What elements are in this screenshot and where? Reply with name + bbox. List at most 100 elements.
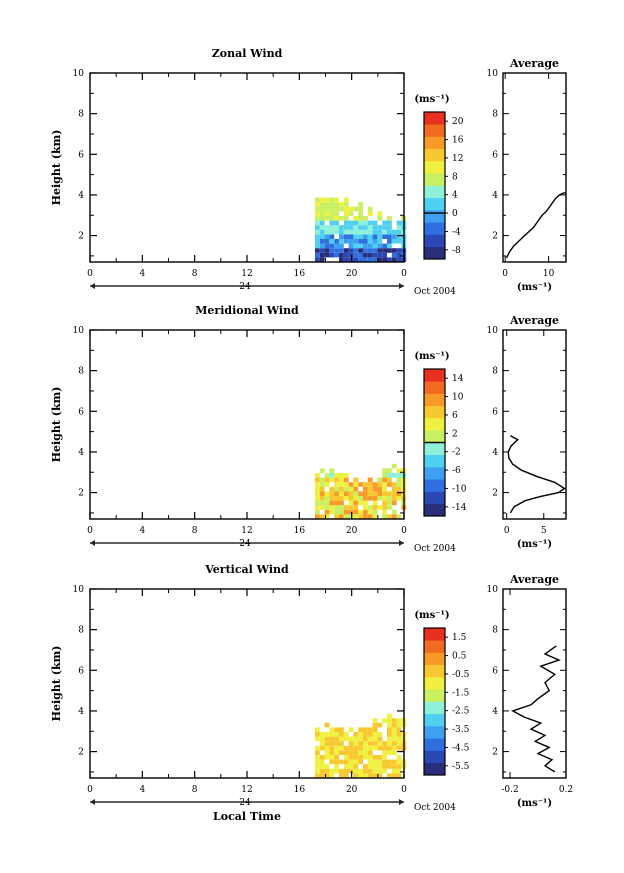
field-cell [315,239,320,244]
colorbar-tick-label: 1.5 [452,633,467,643]
field-cell [319,211,325,216]
field-cell [329,248,335,253]
profile-y-tick-label: 4 [492,707,498,717]
field-cell [363,257,368,262]
colorbar-swatch [424,405,445,419]
y-axis-label: Height (km) [50,130,63,206]
field-cell [315,732,320,737]
field-cell [329,500,335,506]
field-cell [339,759,344,765]
field-cell [387,225,392,230]
field-cell [382,755,387,760]
field-cell [324,211,330,216]
colorbar-unit: (ms⁻¹) [414,94,449,105]
field-cell [363,755,368,760]
profile-x-tick-label: 5 [541,526,547,536]
field-cell [353,741,359,746]
field-cell [391,496,397,501]
field-cell [348,741,354,746]
profile-unit: (ms⁻¹) [517,539,552,550]
field-cell [367,496,373,501]
field-cell [377,505,383,510]
colorbar-tick-label: -4 [452,227,461,237]
field-cell [324,509,330,515]
colorbar-swatch [424,491,445,505]
profile-line [507,435,566,514]
field-cell [339,206,344,212]
field-cell [334,252,339,258]
field-cell [324,768,330,774]
field-cell [396,468,402,473]
profile-y-tick-label: 10 [487,69,499,79]
field-cell [339,234,344,239]
colorbar-swatch [424,222,445,235]
field-cell [339,243,344,249]
field-cell [367,491,373,496]
field-cell [329,473,335,478]
field-cell [353,764,359,769]
field-cell [377,722,383,728]
field-cell [315,759,320,765]
field-cell [367,768,373,774]
field-cell [319,248,325,253]
field-cell [363,764,368,769]
field-cell [382,243,387,249]
field-cell [319,773,325,778]
colorbar-tick-label: -2 [452,448,461,458]
field-cell [319,741,325,746]
colorbar-tick-label: 12 [452,154,463,164]
field-cell [334,514,339,519]
field-cell [372,243,378,249]
field-cell [387,239,392,244]
field-cell [382,764,387,769]
field-cell [315,491,320,496]
field-cell [391,768,397,774]
field-cell [372,736,378,742]
field-cell [343,211,349,216]
field-cell [343,225,349,230]
field-cell [387,220,392,226]
field-cell [348,759,354,765]
field-cell [358,727,363,732]
colorbar-swatch [424,210,445,223]
field-cell [353,257,359,262]
field-cell [315,197,320,203]
field-cell [348,750,354,755]
field-cell [372,220,378,226]
x-tick-label: 0 [401,526,407,536]
field-cell [377,234,383,239]
date-tick-label: 24 [239,798,251,808]
field-cell [315,755,320,760]
field-cell [367,486,373,492]
field-cell [324,197,330,203]
field-cell [353,482,359,487]
field-cell [391,252,397,258]
field-cell [324,741,330,746]
colorbar-swatch [424,479,445,492]
field-cell [396,736,402,742]
date-tick-label: 24 [239,282,251,292]
field-cell [396,496,402,501]
colorbar-swatch [424,640,445,653]
field-cell [358,482,363,487]
field-cell [353,234,359,239]
field-cell [315,216,320,221]
field-cell [358,496,363,501]
field-cell [343,477,349,483]
field-cell [382,759,387,765]
wind-field [315,713,407,778]
field-cell [315,764,320,769]
field-cell [348,248,354,253]
profile-title: Average [509,573,559,586]
field-cell [387,477,392,483]
field-cell [334,500,339,506]
field-cell [377,211,383,216]
profile-y-tick-label: 6 [492,150,498,160]
field-cell [319,197,325,203]
field-cell [377,741,383,746]
field-cell [339,505,344,510]
x-tick-label: 20 [346,785,358,795]
field-cell [319,202,325,207]
field-cell [334,505,339,510]
